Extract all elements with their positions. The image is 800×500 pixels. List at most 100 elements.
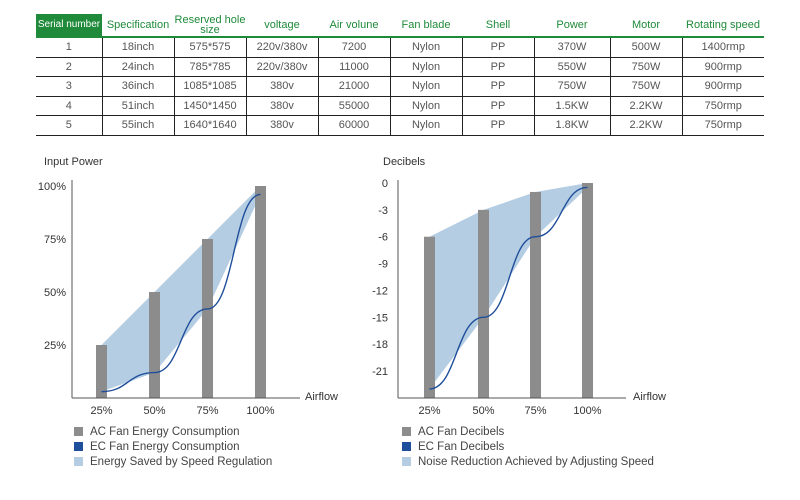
y-tick-label: 25% bbox=[44, 340, 66, 352]
y-tick-label: 75% bbox=[44, 234, 66, 246]
table-cell: PP bbox=[461, 76, 534, 97]
table-cell: Nylon bbox=[389, 37, 462, 58]
table-cell: 3 bbox=[36, 76, 102, 97]
legend-item: EC Fan Decibels bbox=[402, 439, 654, 454]
spec-table-header: Serial number Specification Reserved hole … bbox=[36, 14, 764, 38]
table-cell: 11000 bbox=[317, 57, 390, 77]
table-cell: 750W bbox=[609, 76, 682, 97]
table-cell: PP bbox=[461, 57, 534, 77]
table-cell: 220v/380v bbox=[245, 57, 318, 77]
table-cell: 380v bbox=[245, 96, 318, 116]
table-cell: 1450*1450 bbox=[173, 96, 246, 116]
bar bbox=[96, 345, 107, 398]
x-tick-label: 50% bbox=[143, 405, 165, 417]
table-cell: 750W bbox=[609, 57, 682, 77]
bar bbox=[255, 186, 266, 398]
x-tick-label: 100% bbox=[573, 405, 601, 417]
column-header: Reserved hole size bbox=[174, 14, 246, 38]
area-energy-saved bbox=[101, 186, 261, 392]
table-cell: 55000 bbox=[317, 96, 390, 116]
table-cell: 2 bbox=[36, 57, 102, 77]
bar bbox=[424, 236, 435, 398]
y-tick-label: -21 bbox=[372, 366, 388, 378]
table-cell: 5 bbox=[36, 115, 102, 136]
legend-swatch bbox=[402, 427, 411, 436]
x-tick-label: 25% bbox=[418, 405, 440, 417]
series-line bbox=[101, 193, 261, 393]
column-header: Rotating speed bbox=[682, 14, 764, 38]
column-header: Specification bbox=[102, 14, 174, 38]
legend-swatch bbox=[402, 442, 411, 451]
table-cell: 370W bbox=[533, 37, 610, 58]
table-cell: 60000 bbox=[317, 115, 390, 136]
legend-label: Energy Saved by Speed Regulation bbox=[90, 455, 273, 468]
legend-item: AC Fan Decibels bbox=[402, 424, 654, 439]
column-header: Fan blade bbox=[390, 14, 462, 38]
table-cell: 550W bbox=[533, 57, 610, 77]
bar bbox=[478, 209, 489, 398]
table-cell: 1085*1085 bbox=[173, 76, 246, 97]
y-tick-label: 0 bbox=[382, 178, 388, 190]
y-axis-title: Decibels bbox=[383, 156, 426, 168]
column-header: Power bbox=[534, 14, 610, 38]
table-cell: 220v/380v bbox=[245, 37, 318, 58]
bar bbox=[149, 292, 160, 398]
column-header: Shell bbox=[462, 14, 534, 38]
x-tick-label: 100% bbox=[246, 405, 274, 417]
table-row: 2 24inch 785*785 220v/380v 11000 Nylon PP 550W 7… bbox=[36, 57, 764, 77]
table-cell: 750rmp bbox=[681, 115, 764, 136]
series-line bbox=[429, 186, 588, 390]
area-noise-reduction bbox=[429, 183, 588, 389]
table-row: 3 36inch 1085*1085 380v 21000 Nylon PP 750W 750W… bbox=[36, 76, 764, 97]
x-axis-title: Airflow bbox=[305, 391, 338, 403]
x-tick-label: 50% bbox=[472, 405, 494, 417]
bar bbox=[530, 191, 541, 398]
table-cell: PP bbox=[461, 96, 534, 116]
y-tick-label: -6 bbox=[378, 232, 388, 244]
legend-item: AC Fan Energy Consumption bbox=[74, 424, 272, 439]
table-cell: 1400rmp bbox=[681, 37, 764, 58]
legend-decibels: AC Fan Decibels EC Fan Decibels Noise Re… bbox=[402, 424, 654, 469]
table-cell: 2.2KW bbox=[609, 96, 682, 116]
table-cell: Nylon bbox=[389, 115, 462, 136]
column-header: Air volune bbox=[318, 14, 390, 38]
table-cell: 7200 bbox=[317, 37, 390, 58]
y-tick-label: 100% bbox=[38, 181, 66, 193]
table-cell: Nylon bbox=[389, 57, 462, 77]
table-cell: 36inch bbox=[101, 76, 174, 97]
x-axis-title: Airflow bbox=[633, 391, 666, 403]
table-row: 5 55inch 1640*1640 380v 60000 Nylon PP 1.8KW 2.2… bbox=[36, 115, 764, 136]
table-cell: 1 bbox=[36, 37, 102, 58]
table-cell: 1.5KW bbox=[533, 96, 610, 116]
legend-swatch bbox=[74, 442, 83, 451]
table-cell: 24inch bbox=[101, 57, 174, 77]
legend-swatch bbox=[402, 457, 411, 466]
y-tick-label: -18 bbox=[372, 339, 388, 351]
y-tick-label: -9 bbox=[378, 259, 388, 271]
legend-label: Noise Reduction Achieved by Adjusting Sp… bbox=[418, 455, 654, 468]
table-cell: 1640*1640 bbox=[173, 115, 246, 136]
table-cell: 900rmp bbox=[681, 57, 764, 77]
table-cell: 51inch bbox=[101, 96, 174, 116]
y-axis-title: Input Power bbox=[44, 156, 103, 168]
table-cell: Nylon bbox=[389, 76, 462, 97]
table-cell: 380v bbox=[245, 115, 318, 136]
table-cell: 750rmp bbox=[681, 96, 764, 116]
bar bbox=[202, 239, 213, 398]
table-cell: PP bbox=[461, 37, 534, 58]
legend-label: EC Fan Decibels bbox=[418, 440, 505, 453]
x-tick-label: 25% bbox=[90, 405, 112, 417]
column-header: voltage bbox=[246, 14, 318, 38]
y-tick-label: 50% bbox=[44, 287, 66, 299]
legend-item: Energy Saved by Speed Regulation bbox=[74, 454, 272, 469]
table-cell: 900rmp bbox=[681, 76, 764, 97]
legend-label: AC Fan Decibels bbox=[418, 425, 505, 438]
table-cell: 380v bbox=[245, 76, 318, 97]
x-tick-label: 75% bbox=[196, 405, 218, 417]
table-cell: Nylon bbox=[389, 96, 462, 116]
y-tick-label: -15 bbox=[372, 312, 388, 324]
spec-table: Serial number Specification Reserved hole … bbox=[36, 14, 764, 136]
x-tick-label: 75% bbox=[524, 405, 546, 417]
table-cell: 2.2KW bbox=[609, 115, 682, 136]
